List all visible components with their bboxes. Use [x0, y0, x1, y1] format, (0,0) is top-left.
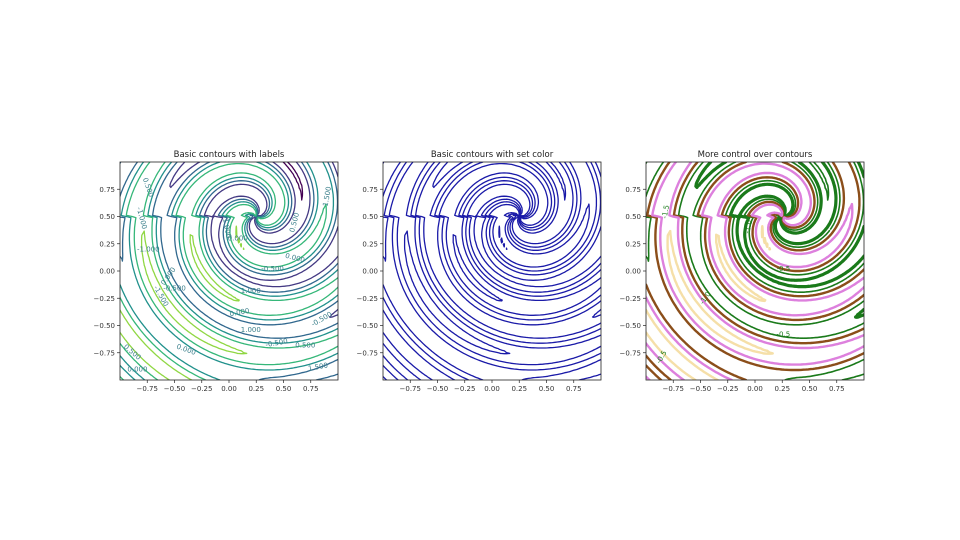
contour-label: -0.500 — [163, 285, 186, 293]
contour-label: -1.000 — [137, 245, 160, 253]
y-tick-label: −0.75 — [620, 349, 641, 357]
y-tick-label: −0.25 — [620, 295, 641, 303]
contour-label: 0.500 — [295, 341, 315, 349]
contour-label: -0.5 — [777, 265, 791, 273]
x-tick-label: 0.75 — [566, 385, 582, 393]
contour-label: 0.000 — [127, 365, 147, 373]
x-tick-label: 0.25 — [774, 385, 790, 393]
contour-label: 1.500 — [322, 186, 333, 207]
contour-label: -1.000 — [221, 215, 233, 239]
y-tick-label: −0.75 — [94, 349, 115, 357]
contour-label: -0.500 — [261, 265, 284, 273]
x-tick-label: −0.25 — [717, 385, 738, 393]
chart-title: More control over contours — [698, 150, 813, 160]
x-tick-label: 0.75 — [303, 385, 319, 393]
y-tick-label: 0.25 — [362, 240, 378, 248]
contour-label: -1.5 — [661, 204, 671, 219]
x-tick-label: −0.75 — [137, 385, 158, 393]
contour-line-level-1 — [120, 225, 248, 380]
subplot-more-control-over-contours: More control over contours −0.75 −0.50 −0.2… — [620, 150, 865, 393]
contour-label: -0.500 — [310, 310, 334, 328]
contour-label: -0.5 — [777, 330, 791, 338]
contour-line-level-neg1_5 — [808, 162, 830, 201]
contour-label: 0.500 — [122, 343, 142, 362]
contour-line-level-neg1_5 — [282, 162, 304, 201]
x-tick-label: −0.50 — [164, 385, 185, 393]
x-tick-label: −0.25 — [454, 385, 475, 393]
contour-label: -0.500 — [265, 337, 289, 349]
subplot-basic-contours-with-labels: Basic contours with labels −0.75 −0.50 −0.2… — [94, 150, 339, 393]
y-tick-label: 0.00 — [99, 268, 115, 276]
x-tick-label: 0.50 — [276, 385, 292, 393]
contour-label: 0.000 — [229, 307, 250, 318]
x-tick-label: 0.25 — [511, 385, 527, 393]
contour-label: -1.0 — [743, 219, 754, 234]
y-tick-label: −0.50 — [357, 322, 378, 330]
contour-label: -1.000 — [135, 206, 149, 230]
contour-label: 1.500 — [307, 361, 328, 372]
contour-line-level-neg1 — [169, 162, 338, 318]
contour-label: 1.000 — [241, 287, 261, 295]
x-tick-label: 0.00 — [484, 385, 500, 393]
x-tick-label: −0.75 — [400, 385, 421, 393]
y-tick-label: 0.25 — [99, 240, 115, 248]
x-tick-label: −0.25 — [191, 385, 212, 393]
x-tick-label: −0.75 — [663, 385, 684, 393]
y-tick-label: 0.00 — [625, 268, 641, 276]
contour-line-level-1 — [646, 225, 774, 380]
y-tick-label: 0.25 — [625, 240, 641, 248]
contour-line-level-0_5 — [383, 162, 601, 380]
y-tick-label: −0.75 — [357, 349, 378, 357]
y-tick-label: 0.75 — [99, 186, 115, 194]
x-tick-label: −0.50 — [690, 385, 711, 393]
subplot-basic-contours-with-set-color: Basic contours with set color−0.75 −0.50−… — [357, 150, 602, 393]
y-tick-label: −0.50 — [94, 322, 115, 330]
y-tick-label: 0.50 — [99, 213, 115, 221]
y-tick-label: 0.50 — [362, 213, 378, 221]
contour-label: 1.000 — [241, 326, 261, 334]
chart-title: Basic contours with set color — [431, 150, 554, 160]
contour-label: 0.000 — [228, 234, 248, 242]
contour-label: 0.000 — [175, 343, 197, 357]
contour-line-level-1 — [383, 225, 511, 380]
contour-line-level-neg1_5 — [545, 162, 567, 201]
contour-line-level-neg1 — [694, 162, 864, 319]
contour-line-level-neg1 — [432, 162, 601, 318]
x-tick-label: 0.00 — [221, 385, 237, 393]
x-tick-label: 0.75 — [829, 385, 845, 393]
x-tick-label: 0.00 — [747, 385, 763, 393]
x-tick-label: −0.50 — [427, 385, 448, 393]
chart-title: Basic contours with labels — [174, 150, 285, 160]
y-tick-label: −0.25 — [94, 295, 115, 303]
contour-label: 0.000 — [284, 252, 305, 265]
y-tick-label: 0.75 — [362, 186, 378, 194]
contour-line-level-0_5 — [120, 162, 338, 380]
y-tick-label: −0.25 — [357, 295, 378, 303]
x-tick-label: 0.50 — [539, 385, 555, 393]
y-tick-label: −0.50 — [620, 322, 641, 330]
y-tick-label: 0.75 — [625, 186, 641, 194]
y-tick-label: 0.50 — [625, 213, 641, 221]
x-tick-label: 0.50 — [802, 385, 818, 393]
contour-label: 0.500 — [141, 177, 155, 199]
x-tick-label: 0.25 — [248, 385, 264, 393]
y-tick-label: 0.00 — [362, 268, 378, 276]
contour-line-level-0_5 — [646, 162, 864, 380]
